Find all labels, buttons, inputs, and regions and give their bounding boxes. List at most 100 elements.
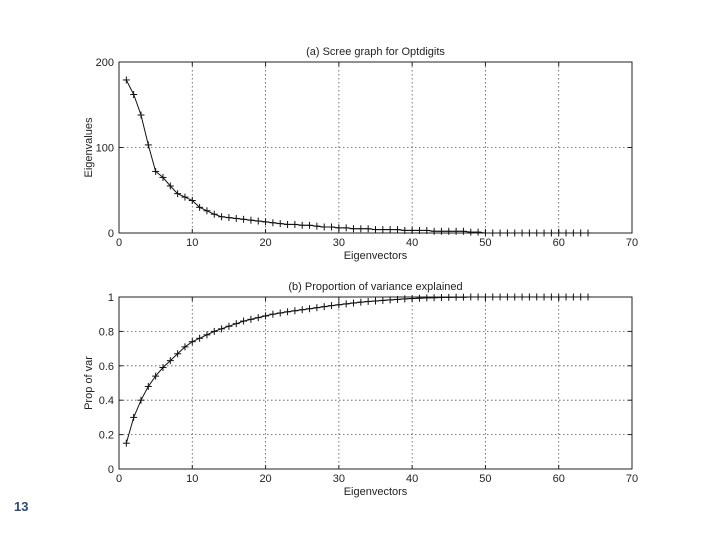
data-point — [445, 227, 453, 235]
data-point — [203, 331, 211, 339]
data-point — [467, 228, 475, 236]
data-point — [372, 226, 379, 234]
data-point — [174, 190, 182, 198]
data-point — [393, 226, 401, 234]
data-point — [225, 322, 233, 330]
data-point — [240, 317, 248, 325]
data-point — [254, 314, 262, 322]
data-point — [144, 141, 152, 149]
data-point — [218, 325, 226, 333]
x-tick-label: 50 — [479, 473, 491, 485]
data-point — [540, 229, 548, 237]
data-point — [481, 229, 489, 237]
chart-title: (a) Scree graph for Optdigits — [306, 46, 445, 58]
data-point — [423, 294, 431, 302]
data-point — [489, 229, 497, 237]
data-point — [430, 227, 438, 235]
data-point — [555, 229, 563, 237]
data-point — [350, 299, 358, 307]
y-tick-label: 200 — [96, 57, 114, 69]
data-point — [569, 229, 577, 237]
x-tick-label: 50 — [479, 237, 491, 249]
data-point — [518, 229, 526, 237]
x-tick-label: 30 — [333, 237, 345, 249]
data-point — [533, 229, 541, 237]
data-point — [467, 293, 475, 301]
data-point — [225, 214, 233, 222]
data-point — [401, 226, 409, 234]
data-point — [137, 111, 145, 119]
data-point — [181, 343, 189, 351]
scree-graph-chart: 0 10 20 30 40 50 60 70 0 100 200 (a) Scree graph fo… — [83, 46, 638, 262]
y-tick-label: 0 — [108, 464, 114, 476]
data-point — [423, 226, 431, 234]
data-point — [577, 229, 585, 237]
data-point — [276, 220, 284, 228]
x-tick-label: 0 — [116, 473, 122, 485]
data-point — [328, 302, 336, 310]
data-point — [313, 222, 321, 230]
data-point — [152, 167, 160, 175]
y-tick-label: 0.2 — [99, 430, 114, 442]
proportion-of-variance-chart: 0 10 20 30 40 50 60 70 0 0.2 0.4 0.6 0.8 1 (b) Proport… — [83, 281, 638, 498]
data-point — [240, 215, 248, 223]
x-tick-label: 40 — [406, 473, 418, 485]
data-point — [459, 227, 467, 235]
data-point — [547, 293, 555, 301]
data-point — [152, 372, 160, 380]
x-tick-label: 10 — [186, 473, 198, 485]
data-point — [430, 294, 438, 302]
data-point — [415, 294, 423, 302]
x-tick-label: 10 — [186, 237, 198, 249]
data-point — [276, 309, 284, 317]
data-point — [379, 296, 387, 304]
data-point — [481, 293, 489, 301]
data-point — [437, 294, 445, 302]
data-point — [284, 308, 292, 316]
data-point — [408, 226, 416, 234]
data-point — [203, 207, 211, 215]
data-point — [577, 293, 585, 301]
data-point — [130, 90, 138, 98]
y-tick-label: 0 — [108, 228, 114, 240]
data-point — [130, 413, 138, 421]
data-point — [364, 225, 372, 233]
data-point — [166, 182, 174, 190]
data-point — [393, 295, 401, 303]
data-point — [474, 293, 482, 301]
x-tick-label: 0 — [116, 237, 122, 249]
data-point — [555, 293, 563, 301]
x-tick-label: 60 — [553, 473, 565, 485]
data-point — [415, 226, 423, 234]
data-point — [342, 300, 350, 308]
data-point — [262, 312, 270, 320]
data-point — [350, 225, 358, 233]
data-point — [320, 223, 328, 231]
data-point — [159, 173, 167, 181]
data-point — [511, 229, 519, 237]
data-point — [188, 197, 196, 205]
data-point — [459, 293, 467, 301]
slide-number: 13 — [14, 499, 29, 514]
data-point — [547, 229, 555, 237]
data-point — [562, 293, 570, 301]
data-point — [525, 229, 533, 237]
data-point — [401, 295, 409, 303]
y-axis-label: Eigenvalues — [83, 117, 95, 177]
data-point — [313, 304, 321, 312]
data-point — [320, 303, 328, 311]
data-point — [386, 296, 394, 304]
data-point — [584, 293, 592, 301]
data-point — [379, 226, 387, 234]
data-point — [174, 350, 182, 358]
data-point — [122, 439, 130, 447]
y-tick-label: 1 — [108, 292, 114, 304]
data-point — [489, 293, 497, 301]
data-point — [328, 223, 336, 231]
data-point — [232, 214, 240, 222]
data-point — [335, 301, 343, 309]
x-tick-label: 20 — [259, 473, 271, 485]
data-point — [511, 293, 519, 301]
x-tick-label: 40 — [406, 237, 418, 249]
data-point — [540, 293, 548, 301]
